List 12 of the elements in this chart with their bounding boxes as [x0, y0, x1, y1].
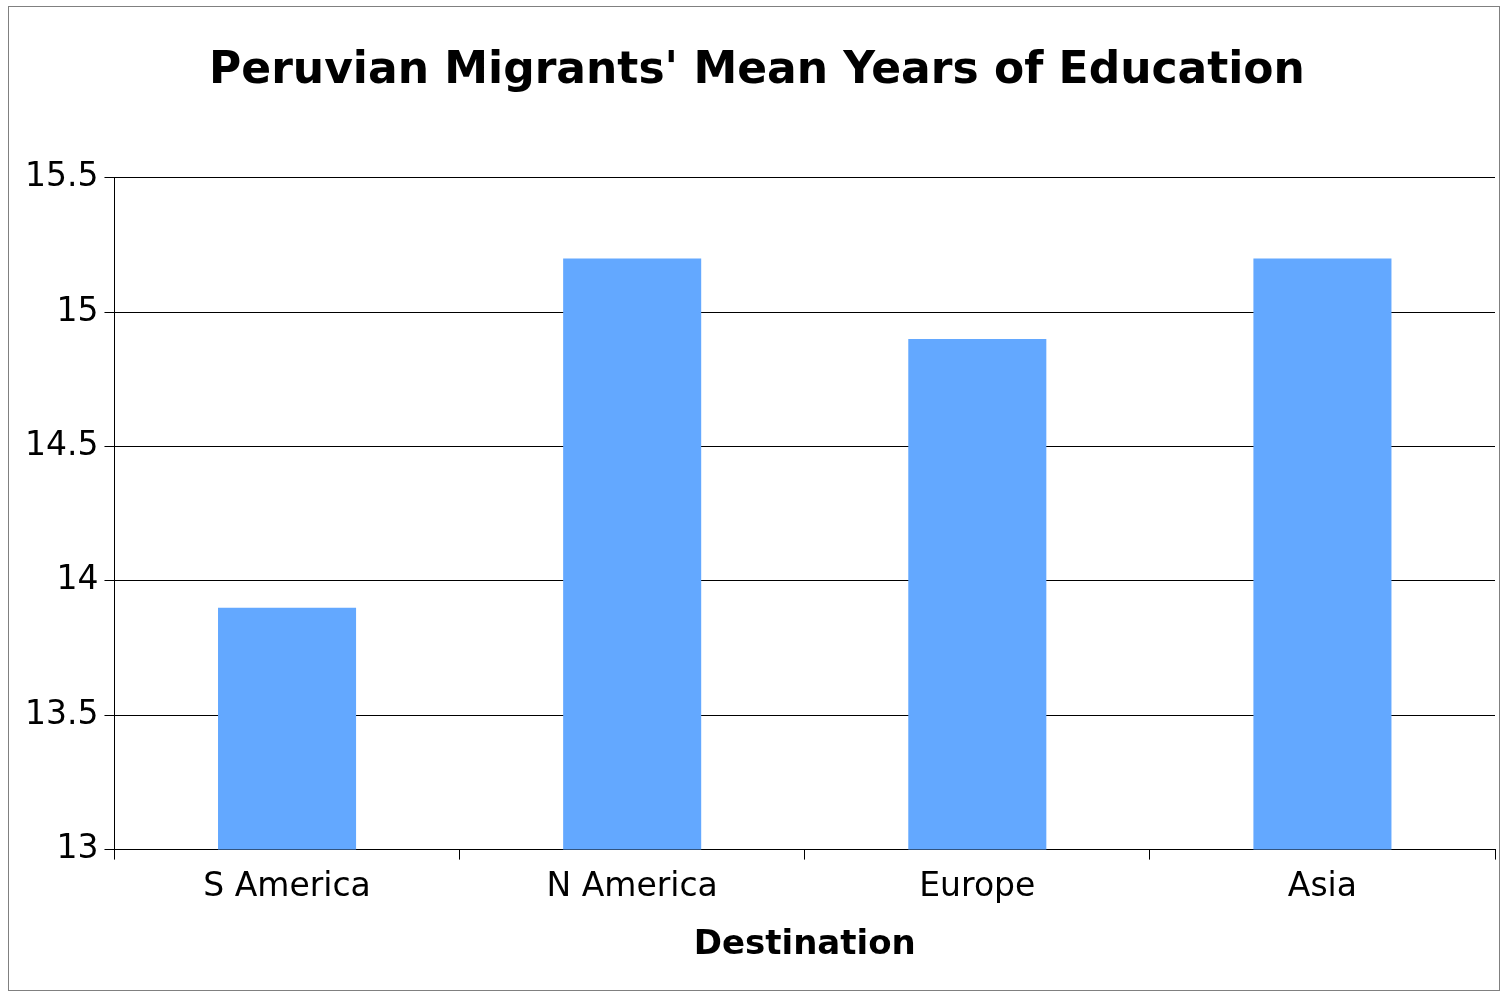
y-tick-label: 13: [56, 827, 99, 867]
x-tick-label: Asia: [1287, 864, 1358, 904]
y-tick-label: 15.5: [24, 155, 99, 195]
x-tick-label: S America: [203, 864, 371, 904]
y-tick-label: 15: [56, 289, 99, 329]
y-tick-label: 14.5: [24, 424, 99, 464]
y-tick-label: 14: [56, 558, 99, 598]
x-tick-label: N America: [546, 864, 718, 904]
chart-title: Peruvian Migrants' Mean Years of Education: [209, 41, 1305, 93]
y-tick-label: 13.5: [24, 692, 99, 732]
x-axis-title: Destination: [693, 922, 916, 963]
x-tick-label: Europe: [919, 864, 1036, 904]
